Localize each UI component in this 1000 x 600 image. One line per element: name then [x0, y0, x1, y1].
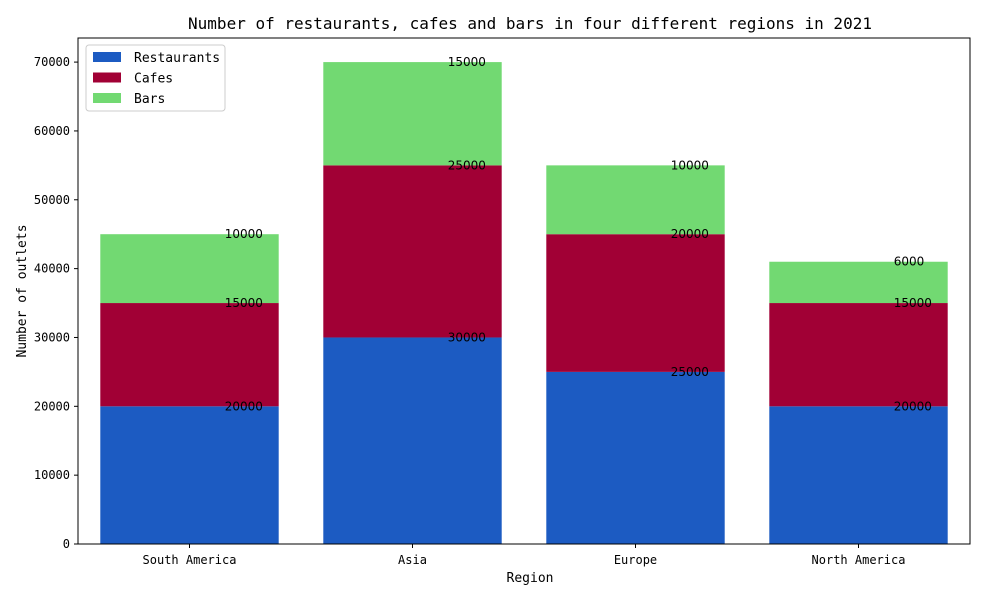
x-tick-label: South America — [143, 553, 237, 567]
y-tick-label: 40000 — [34, 262, 70, 276]
data-label-restaurants-1: 30000 — [448, 330, 486, 344]
data-label-restaurants-3: 20000 — [894, 399, 932, 413]
legend: Restaurants Cafes Bars — [85, 44, 226, 112]
bar-restaurants-1 — [323, 337, 502, 544]
y-tick-label: 30000 — [34, 330, 70, 344]
y-tick-label: 70000 — [34, 55, 70, 69]
bar-cafes-1 — [323, 165, 502, 338]
bar-cafes-0 — [100, 303, 279, 407]
bar-bars-0 — [100, 234, 279, 304]
legend-swatch-restaurants — [93, 52, 121, 62]
y-tick-label: 50000 — [34, 193, 70, 207]
legend-label-cafes: Cafes — [134, 72, 173, 87]
bar-cafes-2 — [546, 234, 725, 372]
bar-restaurants-0 — [100, 406, 279, 544]
x-tick-label: North America — [812, 553, 906, 567]
y-tick-label: 20000 — [34, 399, 70, 413]
data-label-restaurants-2: 25000 — [671, 365, 709, 379]
bar-bars-2 — [546, 165, 725, 235]
bar-bars-3 — [769, 261, 948, 304]
legend-label-bars: Bars — [134, 92, 165, 107]
data-label-bars-3: 6000 — [894, 255, 925, 269]
data-label-cafes-2: 20000 — [671, 227, 709, 241]
x-tick-label: Asia — [398, 553, 427, 567]
bar-bars-1 — [323, 62, 502, 166]
data-label-restaurants-0: 20000 — [225, 399, 263, 413]
legend-label-restaurants: Restaurants — [134, 51, 220, 66]
plot-frame — [77, 37, 971, 545]
data-label-cafes-0: 15000 — [225, 296, 263, 310]
bar-restaurants-3 — [769, 406, 948, 544]
x-axis: South America Asia Europe North America — [143, 544, 906, 567]
x-tick-label: Europe — [614, 553, 657, 567]
bar-cafes-3 — [769, 303, 948, 407]
data-label-bars-0: 10000 — [225, 227, 263, 241]
x-axis-label: Region — [507, 571, 554, 586]
data-labels-layer: 20000 15000 10000 30000 25000 15000 25000 20000… — [225, 55, 932, 413]
bars-layer — [100, 62, 948, 544]
data-label-cafes-3: 15000 — [894, 296, 932, 310]
data-label-bars-1: 15000 — [448, 55, 486, 69]
data-label-bars-2: 10000 — [671, 158, 709, 172]
data-label-cafes-1: 25000 — [448, 158, 486, 172]
chart-title: Number of restaurants, cafes and bars in… — [188, 14, 872, 33]
y-axis-label: Number of outlets — [15, 224, 30, 357]
y-axis: 0 10000 20000 30000 40000 50000 60000 70000 — [34, 55, 78, 551]
legend-swatch-bars — [93, 93, 121, 103]
y-tick-label: 10000 — [34, 468, 70, 482]
y-tick-label: 60000 — [34, 124, 70, 138]
y-tick-label: 0 — [63, 537, 70, 551]
legend-swatch-cafes — [93, 72, 121, 83]
bar-restaurants-2 — [546, 371, 725, 544]
